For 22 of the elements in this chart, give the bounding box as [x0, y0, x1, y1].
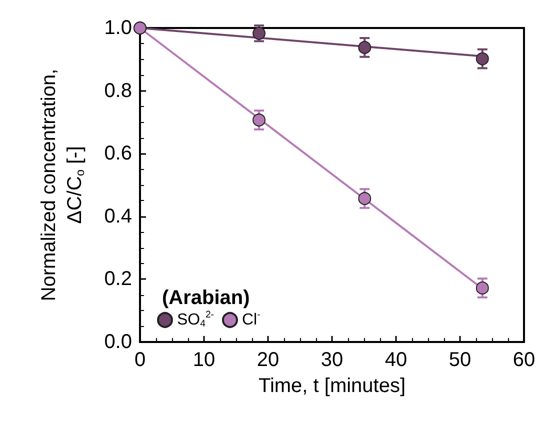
- point: [476, 52, 489, 66]
- x-tick-label: 50: [448, 349, 472, 371]
- x-tick-label: 0: [134, 349, 146, 371]
- point: [252, 114, 266, 126]
- x-tick-label: 60: [512, 349, 536, 371]
- legend-title: (Arabian): [162, 287, 250, 309]
- x-axis-title: Time, t [minutes]: [258, 375, 406, 397]
- x-tick-label: 20: [256, 349, 280, 371]
- y-tick-label: 0.8: [104, 80, 132, 102]
- x-tick-label: 30: [320, 349, 344, 371]
- point: [358, 40, 372, 54]
- y-tick-label: 1.0: [104, 17, 132, 39]
- y-tick-label: 0.4: [104, 205, 132, 228]
- point: [252, 26, 266, 40]
- x-tick-label: 10: [192, 349, 216, 371]
- y-tick-label: 0.0: [104, 331, 132, 353]
- point: [476, 281, 489, 294]
- y-tick-label: 0.2: [104, 268, 132, 290]
- y-tick-label: 0.6: [104, 142, 132, 165]
- legend-label: Cl-: [242, 310, 260, 328]
- x-tick-label: 40: [384, 349, 408, 371]
- point: [358, 192, 372, 205]
